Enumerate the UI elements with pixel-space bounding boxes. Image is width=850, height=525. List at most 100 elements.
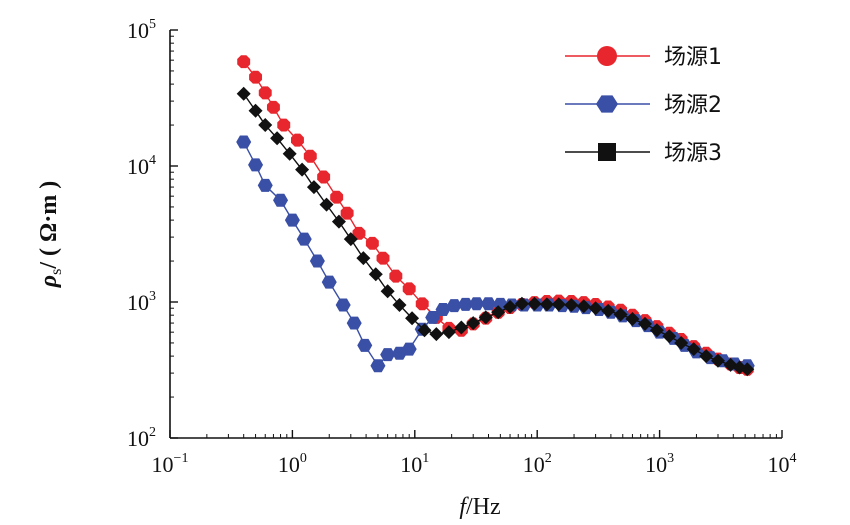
legend-item-1: 场源1	[565, 45, 722, 70]
data-point-1	[266, 100, 280, 114]
data-point-2	[357, 338, 373, 352]
legend-marker	[598, 143, 616, 161]
data-point-3	[551, 297, 566, 312]
data-point-3	[638, 316, 653, 331]
data-point-2	[321, 275, 337, 289]
data-point-3	[331, 214, 346, 229]
data-point-1	[352, 226, 366, 240]
data-point-2	[401, 342, 417, 356]
data-point-3	[503, 299, 518, 314]
data-point-3	[625, 311, 640, 326]
data-point-3	[466, 316, 481, 331]
y-tick-label: 105	[127, 17, 156, 43]
data-point-2	[380, 348, 396, 362]
data-point-3	[270, 131, 285, 146]
series-3	[236, 86, 755, 377]
data-point-3	[710, 353, 725, 368]
data-point-3	[649, 323, 664, 338]
data-point-3	[454, 320, 469, 335]
legend-marker	[596, 95, 618, 113]
data-point-3	[343, 232, 358, 247]
data-point-1	[237, 55, 251, 69]
data-point-2	[309, 254, 325, 268]
data-point-3	[429, 327, 444, 342]
data-point-1	[389, 269, 403, 283]
data-point-3	[319, 197, 334, 212]
data-point-1	[277, 118, 291, 132]
data-point-1	[415, 297, 429, 311]
data-point-3	[478, 310, 493, 325]
data-point-3	[356, 251, 371, 266]
legend-item-3: 场源3	[565, 141, 722, 166]
data-point-1	[365, 236, 379, 250]
data-point-3	[236, 86, 251, 101]
data-point-2	[435, 303, 451, 317]
data-point-3	[613, 307, 628, 322]
data-point-1	[249, 70, 263, 84]
data-point-3	[564, 298, 579, 313]
data-point-1	[258, 86, 272, 100]
x-axis-title: f/Hz	[459, 494, 500, 520]
y-axis-title: ρs/ ( Ω·m )	[36, 181, 65, 288]
data-point-3	[282, 146, 297, 161]
data-point-2	[469, 297, 485, 311]
data-point-3	[674, 335, 689, 350]
data-point-3	[392, 298, 407, 313]
data-point-3	[514, 296, 529, 311]
data-point-3	[295, 162, 310, 177]
x-tick-label: 100	[278, 451, 307, 477]
data-point-1	[291, 133, 304, 147]
data-point-3	[248, 103, 263, 118]
y-tick-label: 104	[127, 153, 156, 179]
data-point-3	[662, 329, 677, 344]
data-point-3	[576, 299, 591, 314]
data-point-3	[306, 180, 321, 195]
data-point-3	[686, 342, 701, 357]
data-point-2	[284, 213, 300, 227]
legend-label: 场源2	[664, 93, 722, 118]
data-point-1	[376, 251, 390, 265]
legend-item-2: 场源2	[565, 93, 722, 118]
x-tick-label: 104	[768, 451, 797, 477]
data-point-3	[491, 305, 506, 320]
data-point-1	[317, 170, 331, 184]
data-point-2	[346, 316, 362, 330]
data-point-3	[441, 325, 456, 340]
legend-label: 场源3	[664, 141, 722, 166]
data-point-3	[417, 323, 432, 338]
data-point-3	[539, 297, 554, 312]
data-point-2	[335, 298, 351, 312]
legend: 场源1 场源2 场源3	[565, 45, 722, 166]
data-point-3	[405, 311, 420, 326]
y-tick-label: 102	[127, 425, 156, 451]
data-point-1	[330, 190, 344, 204]
x-ticks: 10−1 100 101 102 103 104	[152, 430, 797, 477]
plot-area: 10−1 100 101 102 103 104 102 103 104 105	[127, 17, 797, 477]
data-point-3	[527, 296, 542, 311]
data-point-2	[273, 193, 289, 207]
data-point-2	[458, 297, 474, 311]
data-point-1	[402, 282, 416, 296]
data-point-2	[480, 297, 496, 311]
data-point-1	[340, 206, 354, 220]
data-point-2	[446, 299, 462, 313]
data-point-3	[699, 349, 714, 364]
y-tick-label: 103	[127, 289, 156, 315]
data-point-2	[425, 310, 441, 324]
data-point-3	[601, 303, 616, 318]
y-ticks: 102 103 104 105	[127, 17, 178, 451]
data-point-3	[368, 267, 383, 282]
data-point-1	[303, 149, 317, 163]
data-point-3	[588, 301, 603, 316]
data-point-2	[236, 135, 252, 149]
legend-marker	[597, 46, 617, 66]
x-tick-label: 10−1	[152, 451, 189, 477]
x-tick-label: 103	[645, 451, 674, 477]
data-point-3	[740, 362, 755, 377]
x-tick-label: 101	[400, 451, 429, 477]
data-point-3	[380, 284, 395, 299]
series-layer	[236, 55, 755, 377]
data-point-2	[257, 178, 273, 192]
data-point-2	[248, 158, 264, 172]
